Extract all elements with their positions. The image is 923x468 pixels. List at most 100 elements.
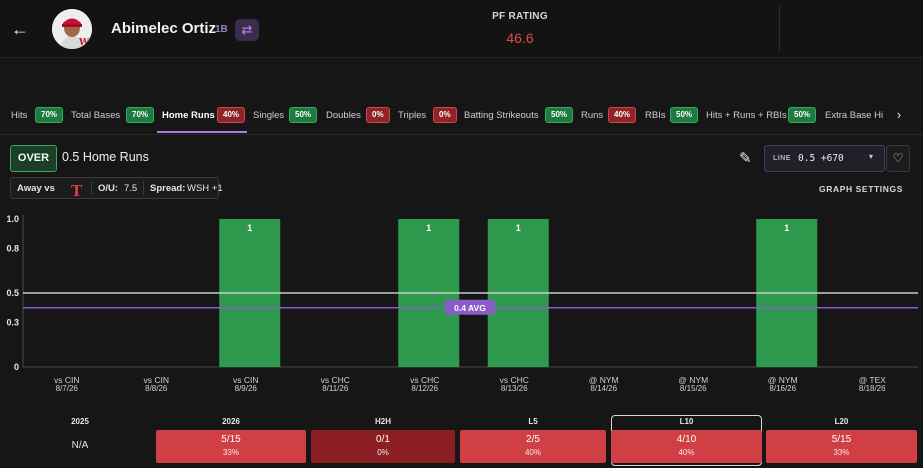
x-tick-date: 8/18/26	[859, 384, 886, 393]
x-tick-label: vs CIN	[54, 375, 80, 385]
hit-rate-summary: 2025 N/A 2026 5/15 33% H2H 0/1 0% L5 2/5…	[0, 412, 923, 468]
heart-icon[interactable]: ♡	[886, 145, 910, 172]
player-photo-icon: W	[52, 9, 92, 49]
bar-value-label: 1	[247, 223, 252, 233]
tab-badge: 40%	[608, 107, 637, 123]
y-tick-label: 1.0	[6, 214, 19, 224]
line-value: 0.5 +670	[798, 153, 844, 164]
tab-badge: 70%	[126, 107, 155, 123]
active-tab-indicator	[157, 131, 247, 133]
summary-value: 2/5 40%	[460, 430, 606, 463]
tab-label: Triples	[398, 110, 427, 121]
summary-head: L5	[528, 417, 538, 426]
summary-head: 2026	[222, 417, 240, 426]
tab-label: Hits	[11, 110, 28, 121]
divider	[91, 181, 92, 195]
summary-percent: 40%	[524, 448, 541, 457]
summary-percent: 0%	[377, 448, 389, 457]
x-tick-label: vs CHC	[321, 375, 350, 385]
summary-value: 0/1 0%	[311, 430, 455, 463]
pencil-icon[interactable]: ✎	[739, 150, 752, 167]
ou-value: 7.5	[124, 183, 138, 194]
tab-badge: 70%	[35, 107, 64, 123]
market-label: 0.5 Home Runs	[62, 150, 149, 164]
summary-head: 2025	[71, 417, 89, 426]
average-label: 0.4 AVG	[454, 303, 486, 313]
tab-label: Singles	[253, 110, 285, 121]
summary-fraction: 5/15	[221, 434, 241, 445]
y-tick-label: 0	[14, 362, 19, 372]
game-info-bar: Away vs T O/U: 7.5 Spread: WSH +1	[10, 177, 223, 200]
summary-fraction: 0/1	[376, 434, 390, 445]
x-tick-label: @ NYM	[768, 375, 798, 385]
spacer	[0, 59, 923, 97]
x-tick-date: 8/13/26	[501, 384, 528, 393]
tab-badge: 0%	[366, 107, 390, 123]
graph-settings-button[interactable]: GRAPH SETTINGS	[819, 184, 903, 194]
spread-label: Spread:	[150, 183, 186, 194]
over-toggle-button[interactable]: OVER	[10, 145, 57, 172]
summary-value: 5/15 33%	[766, 430, 917, 463]
tab-badge: 50%	[289, 107, 318, 123]
x-tick-label: @ NYM	[589, 375, 619, 385]
tab-badge: 50%	[788, 107, 817, 123]
x-tick-date: 8/7/26	[56, 384, 79, 393]
rangers-logo-icon: T	[71, 182, 83, 200]
x-tick-date: 8/16/26	[769, 384, 796, 393]
summary-head: L10	[679, 417, 694, 426]
player-name: Abimelec Ortiz	[111, 20, 217, 37]
x-tick-date: 8/14/26	[590, 384, 617, 393]
chevron-right-icon[interactable]: ›	[896, 107, 902, 122]
spread-value: WSH +1	[187, 183, 223, 194]
avatar: W	[52, 9, 92, 49]
y-tick-label: 0.3	[6, 318, 19, 328]
x-tick-date: 8/9/26	[235, 384, 258, 393]
chevron-down-icon: ▾	[869, 152, 874, 161]
y-tick-label: 0.8	[6, 244, 19, 254]
player-position: 1B	[215, 24, 228, 35]
summary-percent: 40%	[678, 448, 695, 457]
x-tick-date: 8/11/26	[322, 384, 349, 393]
pf-rating-label: PF RATING	[492, 11, 548, 22]
bar-value-label: 1	[784, 223, 789, 233]
tab-label: Home Runs	[162, 110, 215, 121]
x-tick-label: @ TEX	[859, 375, 887, 385]
divider	[143, 181, 144, 195]
tab-label: Batting Strikeouts	[464, 110, 539, 121]
x-tick-date: 8/12/26	[411, 384, 438, 393]
tab-extra-base-hits[interactable]: Extra Base Hi	[825, 107, 884, 125]
summary-fraction: 5/15	[831, 434, 852, 445]
arrow-left-icon[interactable]: ←	[11, 19, 29, 39]
tab-badge: 50%	[670, 107, 699, 123]
bar-value-label: 1	[426, 223, 431, 233]
tab-label: Hits + Runs + RBIs	[706, 110, 787, 121]
header-divider	[779, 6, 780, 52]
tab-badge: 40%	[217, 107, 246, 123]
summary-value: 4/10 40%	[611, 430, 762, 463]
pf-rating-value: 46.6	[506, 30, 534, 46]
x-tick-label: vs CHC	[500, 375, 529, 385]
prop-tabs: Hits 70% Total Bases 70% Home Runs 40% S…	[0, 97, 923, 135]
tab-label: Total Bases	[71, 110, 121, 121]
summary-percent: 33%	[833, 448, 850, 457]
summary-na: N/A	[71, 440, 89, 451]
summary-value: 5/15 33%	[156, 430, 306, 463]
tab-badge: 0%	[433, 107, 457, 123]
x-tick-label: vs CIN	[144, 375, 170, 385]
line-select[interactable]: LINE 0.5 +670 ▾	[764, 145, 885, 172]
tab-label: Doubles	[326, 110, 361, 121]
summary-fraction: 2/5	[526, 434, 540, 445]
swap-icon[interactable]: ⇄	[235, 19, 259, 41]
tab-label: Extra Base Hi	[825, 110, 884, 121]
x-tick-label: @ NYM	[678, 375, 708, 385]
svg-text:W: W	[78, 38, 90, 48]
bar-value-label: 1	[516, 223, 521, 233]
x-tick-date: 8/8/26	[145, 384, 168, 393]
player-header: ← W Abimelec Ortiz 1B ⇄ PF RATING 46.6	[0, 0, 923, 58]
ou-label: O/U:	[98, 183, 119, 194]
x-tick-date: 8/15/26	[680, 384, 707, 393]
x-tick-label: vs CHC	[410, 375, 439, 385]
summary-percent: 33%	[222, 448, 239, 457]
x-tick-label: vs CIN	[233, 375, 259, 385]
